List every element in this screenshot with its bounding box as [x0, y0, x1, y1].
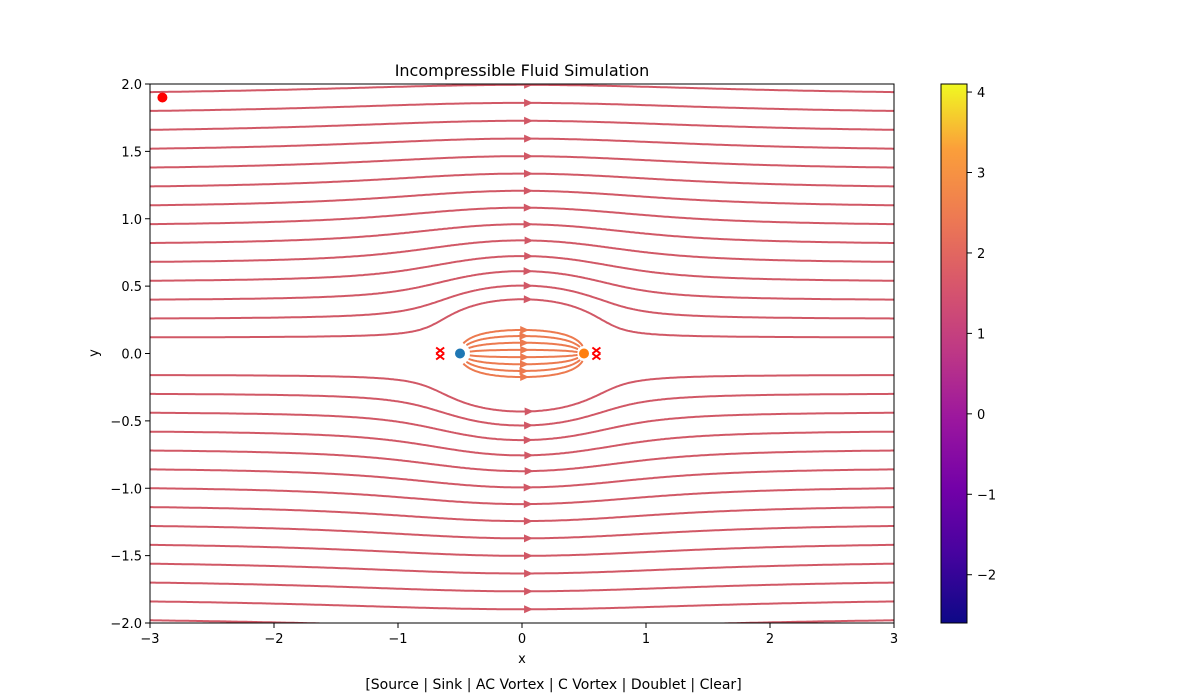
streamline	[150, 239, 894, 263]
x-tick-label: 0	[518, 632, 526, 647]
y-axis-ticks: −2.0 −1.5 −1.0 −0.5 0.0 0.5 1.0 1.5 2.0	[110, 78, 150, 632]
y-tick-label: −1.0	[110, 482, 142, 497]
streamline-arrow	[523, 534, 533, 543]
streamline-arrow	[524, 605, 534, 614]
source-button[interactable]: Source	[370, 677, 419, 693]
streamline-arrow	[523, 517, 533, 526]
streamline	[150, 374, 894, 413]
streamline-arrow	[520, 353, 530, 362]
toolbar-separator: |	[418, 677, 433, 693]
stagnation-marker	[591, 346, 601, 355]
x-tick-label: 3	[890, 632, 898, 647]
streamline-arrow	[519, 331, 529, 340]
tool-selector: [Source | Sink | AC Vortex | C Vortex | …	[0, 677, 1107, 693]
sink-button[interactable]: Sink	[432, 677, 463, 693]
streamline-arrow	[524, 623, 533, 631]
colorbar-tick-label: 0	[977, 408, 985, 423]
chart-title: Incompressible Fluid Simulation	[395, 61, 650, 80]
streamline-arrow	[523, 152, 533, 161]
clear-button[interactable]: Clear	[699, 677, 737, 693]
y-axis-label: y	[87, 349, 102, 357]
streamline-arrow	[524, 587, 534, 596]
streamline-arrow	[524, 467, 534, 476]
toolbar-open-bracket: [	[365, 677, 371, 693]
streamline-arrow	[524, 451, 534, 460]
x-tick-label: −1	[388, 632, 407, 647]
streamline-arrow	[523, 169, 533, 178]
stagnation-marker	[435, 346, 445, 355]
streamline-arrow	[524, 134, 534, 143]
ac-vortex-button[interactable]: AC Vortex	[475, 677, 545, 693]
toolbar-separator: |	[617, 677, 631, 693]
x-tick-label: −3	[140, 632, 159, 647]
x-tick-label: −2	[264, 632, 283, 647]
streamline-arrow	[523, 551, 533, 560]
colorbar-tick-label: 2	[977, 247, 985, 262]
c-vortex-button[interactable]: C Vortex	[558, 677, 618, 693]
doublet-button[interactable]: Doublet	[630, 677, 686, 693]
colorbar-tick-label: 3	[977, 166, 985, 181]
streamline-arrow	[523, 500, 533, 509]
streamline-arrow	[523, 421, 534, 430]
y-tick-label: 2.0	[121, 78, 142, 93]
colorbar	[940, 83, 968, 624]
probe-point	[157, 92, 168, 103]
streamline-arrow	[524, 569, 534, 578]
streamline-arrow	[519, 338, 529, 347]
streamline-arrow	[523, 295, 533, 304]
streamline	[150, 619, 894, 623]
streamline	[150, 284, 894, 320]
streamline-arrow	[523, 436, 533, 445]
streamline-arrow	[524, 236, 534, 245]
streamline-arrow	[520, 345, 530, 354]
streamline-arrow	[519, 360, 529, 369]
streamline-arrow	[524, 84, 534, 89]
source-marker	[455, 348, 465, 359]
streamline-arrow	[523, 186, 533, 195]
streamlines	[150, 84, 894, 631]
colorbar-tick-label: −1	[977, 488, 996, 503]
y-tick-label: −0.5	[110, 415, 142, 430]
streamline-arrow	[520, 325, 530, 334]
streamline-arrow	[524, 252, 534, 261]
streamline	[150, 206, 894, 226]
x-tick-label: 1	[642, 632, 650, 647]
stagnation-marker	[591, 352, 601, 361]
colorbar-tick-label: 1	[977, 327, 985, 342]
y-tick-label: 0.0	[121, 348, 142, 363]
toolbar-separator: |	[544, 677, 559, 693]
sink-marker	[579, 348, 589, 359]
streamline-arrow	[524, 407, 534, 416]
streamline-arrow	[523, 483, 533, 492]
x-axis-ticks: −3 −2 −1 0 1 2 3	[140, 623, 898, 647]
y-tick-label: −2.0	[110, 617, 142, 632]
streamline-arrow	[523, 267, 533, 276]
streamline	[150, 487, 894, 506]
colorbar-ticks: −2 −1 0 1 2 3 4	[967, 86, 996, 584]
stagnation-marker	[435, 352, 445, 361]
streamline-arrow	[524, 116, 534, 125]
markers	[157, 92, 601, 361]
colorbar-tick-label: 4	[977, 86, 985, 101]
y-tick-label: 0.5	[121, 280, 142, 295]
y-tick-label: 1.5	[121, 145, 142, 160]
streamline-arrow	[520, 373, 530, 382]
toolbar-separator: |	[685, 677, 700, 693]
streamline-arrow	[523, 220, 533, 229]
toolbar-separator: |	[462, 677, 476, 693]
x-tick-label: 2	[766, 632, 774, 647]
streamline-arrow	[523, 203, 533, 212]
streamline-arrow	[519, 367, 529, 376]
toolbar-close-bracket: ]	[736, 677, 742, 693]
streamline-arrow	[523, 281, 533, 290]
colorbar-tick-label: −2	[977, 569, 996, 584]
y-tick-label: −1.5	[110, 550, 142, 565]
streamline-arrow	[524, 98, 534, 107]
y-tick-label: 1.0	[121, 213, 142, 228]
x-axis-label: x	[518, 652, 526, 667]
